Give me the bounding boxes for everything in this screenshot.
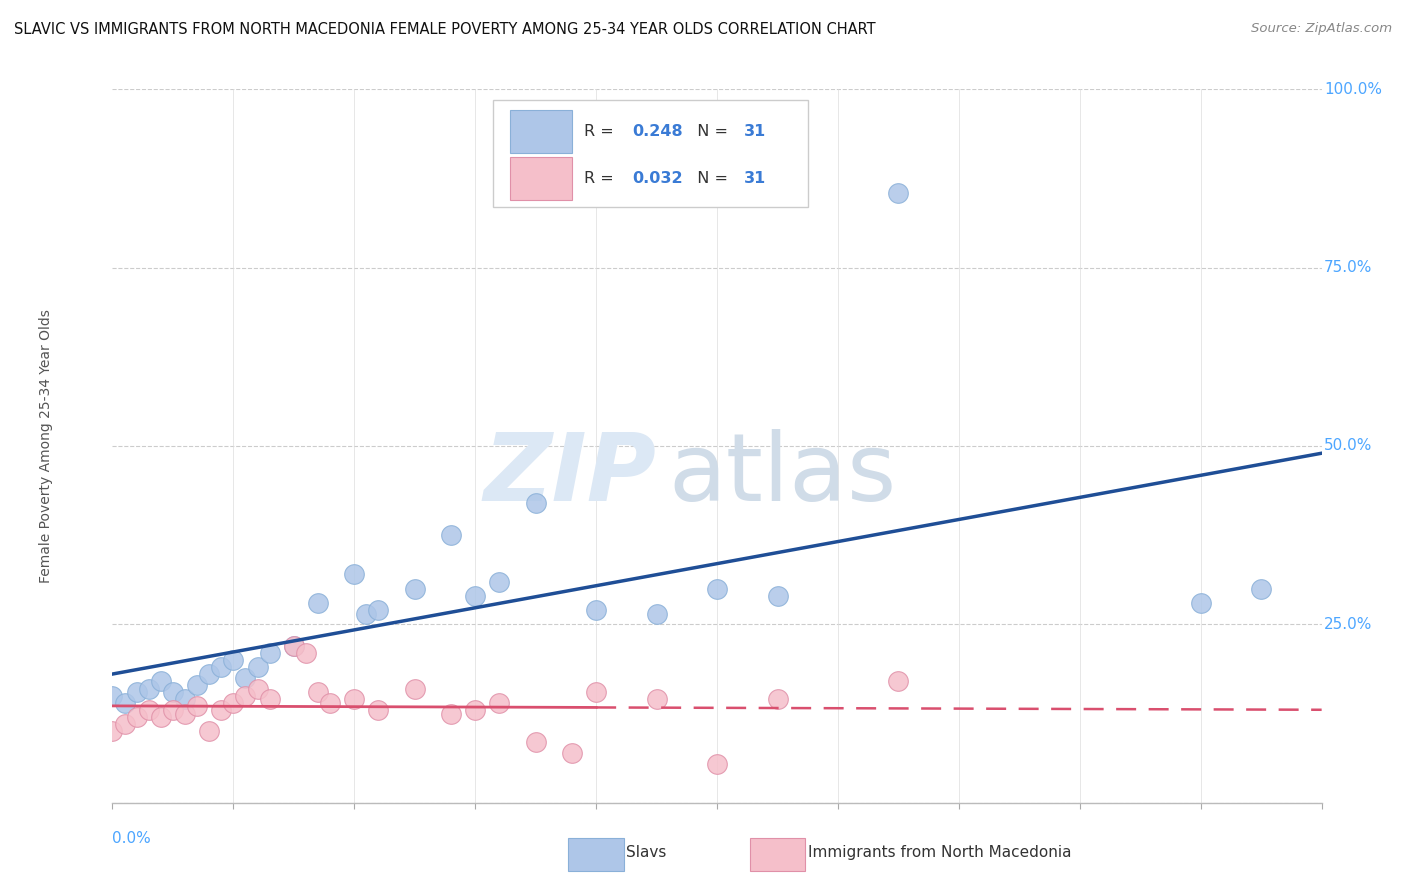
- Text: 100.0%: 100.0%: [1324, 82, 1382, 96]
- Point: [259, 692, 281, 706]
- Point: [367, 603, 389, 617]
- Point: [174, 706, 197, 721]
- Point: [488, 574, 510, 589]
- Point: [404, 681, 426, 696]
- Point: [524, 496, 547, 510]
- Point: [125, 710, 148, 724]
- Point: [209, 703, 232, 717]
- Text: Source: ZipAtlas.com: Source: ZipAtlas.com: [1251, 22, 1392, 36]
- Point: [235, 689, 257, 703]
- Point: [186, 678, 208, 692]
- Text: 50.0%: 50.0%: [1324, 439, 1372, 453]
- FancyBboxPatch shape: [749, 838, 806, 871]
- Text: Female Poverty Among 25-34 Year Olds: Female Poverty Among 25-34 Year Olds: [39, 309, 53, 583]
- Point: [222, 696, 245, 710]
- Point: [464, 589, 486, 603]
- Point: [246, 681, 269, 696]
- Point: [198, 667, 221, 681]
- Text: 75.0%: 75.0%: [1324, 260, 1372, 275]
- Text: ZIP: ZIP: [484, 428, 657, 521]
- Text: atlas: atlas: [669, 428, 897, 521]
- Point: [887, 674, 910, 689]
- Text: SLAVIC VS IMMIGRANTS FROM NORTH MACEDONIA FEMALE POVERTY AMONG 25-34 YEAR OLDS C: SLAVIC VS IMMIGRANTS FROM NORTH MACEDONI…: [14, 22, 876, 37]
- Point: [283, 639, 305, 653]
- Point: [645, 692, 668, 706]
- Text: 31: 31: [744, 124, 766, 139]
- Point: [149, 674, 172, 689]
- Point: [162, 703, 184, 717]
- Point: [561, 746, 583, 760]
- Text: N =: N =: [688, 171, 733, 186]
- Point: [1250, 582, 1272, 596]
- Text: 0.032: 0.032: [633, 171, 683, 186]
- Point: [114, 717, 136, 731]
- Point: [440, 528, 463, 542]
- Point: [356, 607, 378, 621]
- Point: [114, 696, 136, 710]
- Point: [319, 696, 342, 710]
- Point: [766, 692, 789, 706]
- Point: [524, 735, 547, 749]
- Text: 31: 31: [744, 171, 766, 186]
- Point: [706, 582, 728, 596]
- Text: R =: R =: [583, 171, 619, 186]
- Text: 0.0%: 0.0%: [112, 831, 152, 847]
- Point: [307, 685, 329, 699]
- Point: [162, 685, 184, 699]
- Point: [174, 692, 197, 706]
- Point: [222, 653, 245, 667]
- Point: [307, 596, 329, 610]
- Point: [125, 685, 148, 699]
- Point: [101, 689, 124, 703]
- Point: [887, 186, 910, 200]
- Point: [138, 703, 160, 717]
- Text: R =: R =: [583, 124, 619, 139]
- Point: [645, 607, 668, 621]
- Point: [766, 589, 789, 603]
- FancyBboxPatch shape: [510, 110, 572, 153]
- Point: [246, 660, 269, 674]
- Point: [259, 646, 281, 660]
- Point: [343, 692, 366, 706]
- Text: N =: N =: [688, 124, 733, 139]
- Point: [585, 603, 607, 617]
- Point: [209, 660, 232, 674]
- Point: [367, 703, 389, 717]
- Point: [235, 671, 257, 685]
- Point: [585, 685, 607, 699]
- Point: [440, 706, 463, 721]
- Text: Slavs: Slavs: [626, 846, 666, 860]
- Point: [101, 724, 124, 739]
- Point: [1189, 596, 1212, 610]
- Text: 25.0%: 25.0%: [1324, 617, 1372, 632]
- Text: 0.248: 0.248: [633, 124, 683, 139]
- Point: [186, 699, 208, 714]
- Point: [138, 681, 160, 696]
- FancyBboxPatch shape: [494, 100, 807, 207]
- Point: [464, 703, 486, 717]
- Point: [149, 710, 172, 724]
- Point: [404, 582, 426, 596]
- Point: [295, 646, 318, 660]
- Point: [343, 567, 366, 582]
- Point: [198, 724, 221, 739]
- Point: [706, 756, 728, 771]
- Point: [283, 639, 305, 653]
- FancyBboxPatch shape: [510, 157, 572, 200]
- FancyBboxPatch shape: [568, 838, 624, 871]
- Point: [488, 696, 510, 710]
- Text: Immigrants from North Macedonia: Immigrants from North Macedonia: [807, 846, 1071, 860]
